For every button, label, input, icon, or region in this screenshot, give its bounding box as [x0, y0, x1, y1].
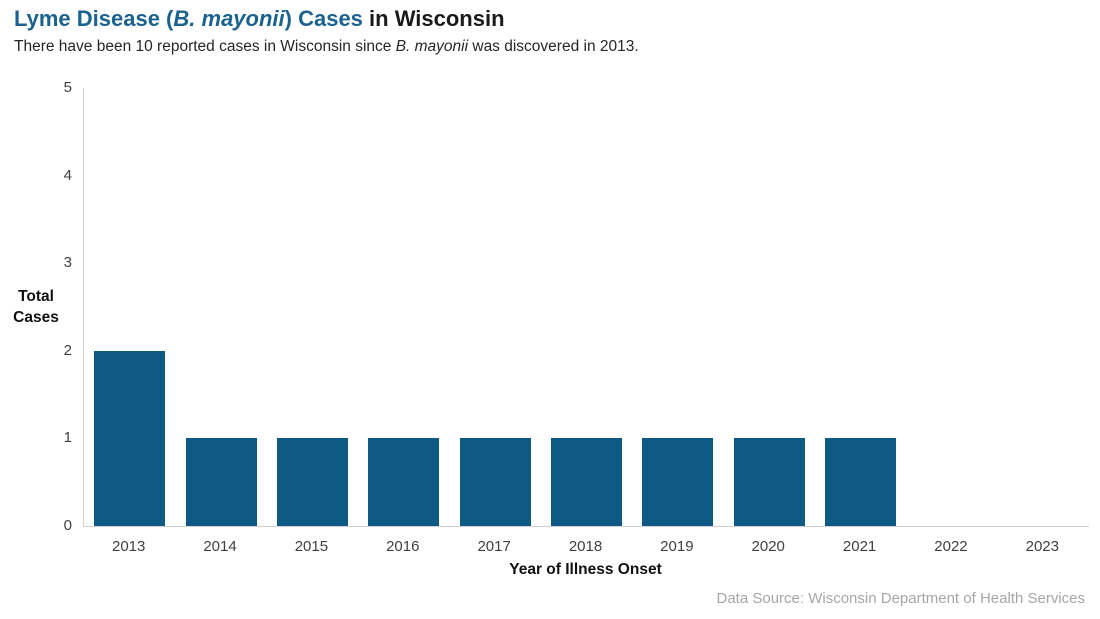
y-axis-title-line2: Cases [13, 309, 59, 326]
y-tick-label-3: 3 [63, 254, 72, 272]
title-accent-text-after: ) Cases [284, 6, 363, 31]
data-source-note: Data Source: Wisconsin Department of Hea… [716, 590, 1086, 607]
y-tick-label-1: 1 [63, 429, 72, 447]
title-accent-text: Lyme Disease ( [14, 6, 174, 31]
chart-subtitle: There have been 10 reported cases in Wis… [14, 38, 639, 56]
bar-2013 [94, 350, 166, 526]
x-tick-label-2017: 2017 [477, 538, 511, 555]
bar-2015 [276, 438, 348, 526]
y-axis-title: Total Cases [8, 286, 64, 328]
x-tick-label-2022: 2022 [934, 538, 968, 555]
subtitle-text: There have been 10 reported cases in Wis… [14, 38, 396, 55]
subtitle-species-name-italic: B. mayonii [395, 38, 469, 55]
y-tick-label-4: 4 [63, 166, 72, 184]
x-tick-label-2015: 2015 [294, 538, 329, 555]
y-tick-label-2: 2 [63, 341, 72, 359]
x-tick-label-2023: 2023 [1025, 538, 1059, 555]
bar-2021 [825, 438, 897, 526]
chart-title: Lyme Disease (B. mayonii) Cases in Wisco… [14, 6, 505, 32]
y-tick-label-5: 5 [63, 79, 72, 96]
title-accent: Lyme Disease (B. mayonii) Cases [14, 6, 363, 31]
bar-2016 [368, 438, 440, 526]
bar-2018 [551, 438, 622, 526]
subtitle-text-after: was discovered in 2013. [468, 38, 639, 55]
title-species-name-italic: B. mayonii [173, 6, 285, 31]
y-axis-tick-labels: 0 1 2 3 4 5 [0, 79, 72, 534]
x-tick-label-2014: 2014 [203, 538, 237, 555]
bar-2020 [733, 438, 805, 526]
x-axis-title: Year of Illness Onset [509, 561, 662, 578]
x-axis-tick-labels: 2013 2014 2015 2016 2017 2018 2019 2020 2021 2022… [83, 538, 1088, 558]
x-tick-label-2021: 2021 [842, 538, 877, 555]
x-tick-label-2016: 2016 [386, 538, 420, 555]
bar-2014 [185, 438, 257, 526]
title-rest: in Wisconsin [362, 6, 505, 31]
x-tick-label-2019: 2019 [660, 538, 694, 555]
x-tick-label-2020: 2020 [751, 538, 785, 555]
y-axis-title-line1: Total [18, 288, 54, 305]
bar-2019 [642, 438, 714, 526]
y-tick-label-0: 0 [63, 517, 72, 534]
x-tick-label-2018: 2018 [568, 538, 603, 555]
x-tick-label-2013: 2013 [111, 538, 146, 555]
plot-area [83, 88, 1089, 527]
bar-2017 [459, 438, 531, 526]
